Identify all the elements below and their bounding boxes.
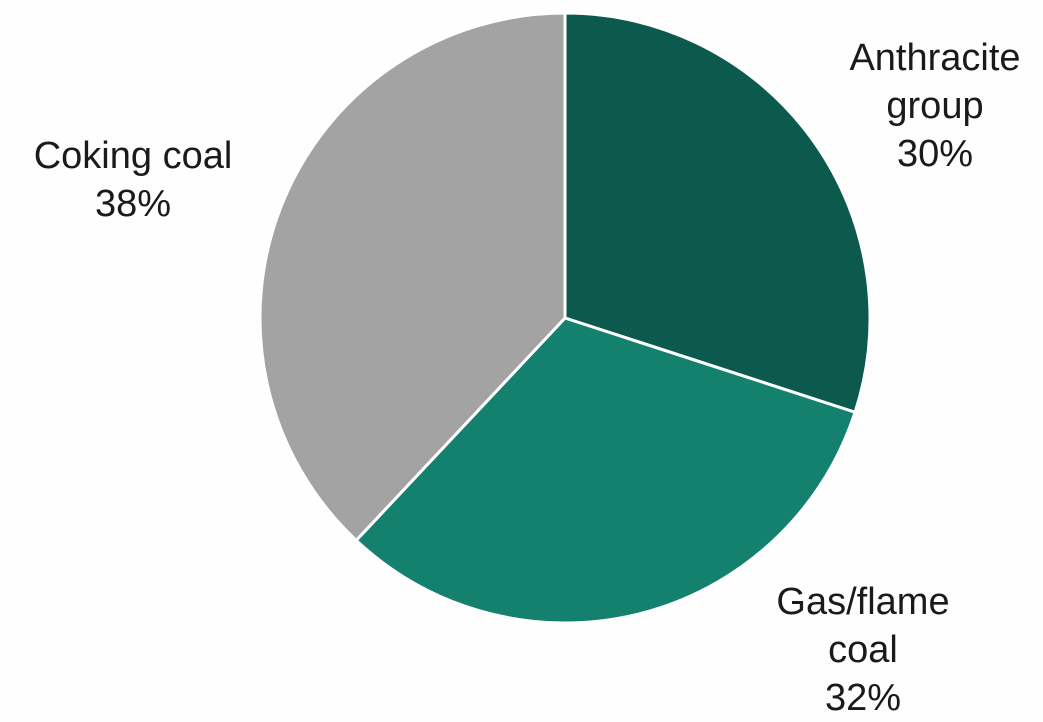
slice-label-gas-flame-coal: Gas/flame coal 32% bbox=[748, 578, 978, 722]
slice-percent-coking-coal: 38% bbox=[94, 183, 172, 225]
slice-label-gas-flame-coal-line-1: Gas/flame bbox=[776, 581, 950, 623]
pie-slice-coking-coal bbox=[258, 11, 567, 542]
slice-percent-anthracite-group: 30% bbox=[896, 133, 974, 175]
slice-percent-gas-flame-coal: 32% bbox=[824, 677, 902, 719]
slice-label-anthracite-group-line-2: group bbox=[886, 85, 984, 127]
pie-slice-anthracite-group bbox=[563, 11, 872, 414]
slice-label-coking-coal-line-1: Coking coal bbox=[33, 135, 233, 177]
slice-label-anthracite-group-line-1: Anthracite bbox=[849, 37, 1021, 79]
pie-slices bbox=[258, 11, 872, 625]
slice-label-gas-flame-coal-line-2: coal bbox=[828, 629, 898, 671]
slice-label-anthracite-group: Anthracite group 30% bbox=[830, 34, 1040, 178]
slice-label-coking-coal: Coking coal 38% bbox=[8, 132, 258, 228]
pie-slice-gas-flame-coal bbox=[354, 316, 857, 625]
